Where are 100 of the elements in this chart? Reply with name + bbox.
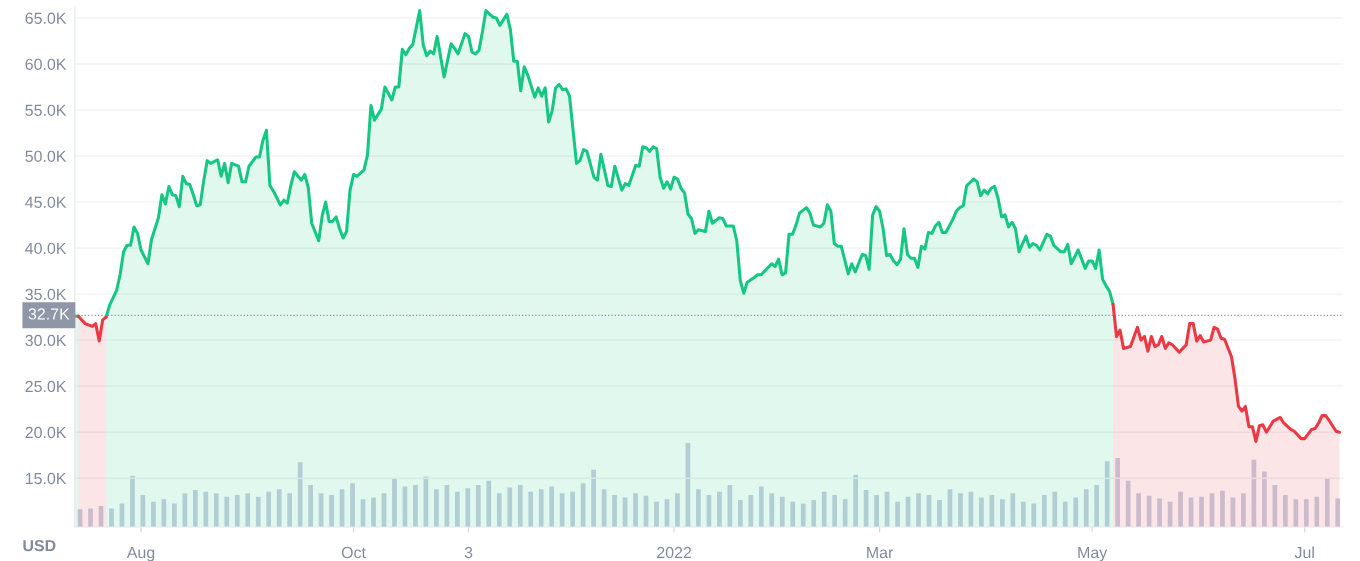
bar <box>287 493 293 527</box>
bar <box>874 495 879 527</box>
bar <box>1283 495 1288 527</box>
y-tick-label: 60.0K <box>25 58 67 70</box>
bar <box>192 489 198 527</box>
bar <box>612 495 617 527</box>
bar <box>1314 496 1320 527</box>
bar <box>182 493 188 527</box>
bar <box>1041 495 1047 527</box>
bar <box>559 493 565 527</box>
bar <box>1324 479 1330 527</box>
bar <box>570 491 576 527</box>
bar <box>1010 493 1016 527</box>
bar <box>811 500 817 527</box>
bar <box>224 496 230 527</box>
bar <box>276 489 282 527</box>
bar <box>821 491 827 527</box>
bar <box>717 491 722 527</box>
bar <box>234 495 240 527</box>
bar <box>1115 458 1121 527</box>
bar <box>517 484 523 527</box>
bar <box>308 484 313 527</box>
bar <box>696 489 701 527</box>
bar <box>1020 501 1026 527</box>
bar <box>329 495 334 527</box>
bar <box>151 501 156 527</box>
y-tick-label: 15.0K <box>25 472 67 485</box>
bar <box>1000 499 1005 527</box>
bar <box>549 486 555 527</box>
bar <box>916 493 921 527</box>
bar <box>245 493 251 527</box>
bar <box>675 493 680 527</box>
x-tick-label: Oct <box>341 546 366 559</box>
bar <box>842 499 848 527</box>
bar <box>1031 503 1037 527</box>
x-tick-label: May <box>1078 547 1108 561</box>
y-tick-label: 35.0K <box>25 288 67 301</box>
x-tick-label: 3 <box>464 546 473 559</box>
bar <box>465 488 471 527</box>
bar <box>88 508 93 527</box>
bar <box>130 475 135 527</box>
bar <box>654 501 659 527</box>
bar <box>1083 489 1089 527</box>
bar <box>769 493 775 527</box>
bar <box>853 474 858 527</box>
bar <box>979 497 984 527</box>
bar <box>371 497 376 527</box>
bar <box>1073 497 1079 527</box>
bar <box>937 500 942 527</box>
bar <box>737 500 743 527</box>
bar <box>1303 499 1309 527</box>
bar <box>528 491 534 527</box>
bar <box>1104 461 1110 527</box>
bar <box>1136 493 1141 527</box>
bar <box>109 508 114 527</box>
ref-line-label: 32.7K <box>28 308 70 320</box>
x-tick-label: Aug <box>126 547 155 561</box>
bar <box>1241 493 1246 527</box>
bar <box>350 483 355 527</box>
bar <box>213 493 219 527</box>
bar <box>1094 484 1100 527</box>
bar <box>538 489 544 527</box>
bar <box>475 484 481 527</box>
bar <box>255 496 261 527</box>
bar <box>413 484 418 527</box>
y-tick-label: 25.0K <box>25 380 67 393</box>
y-tick-label: 45.0K <box>25 196 67 209</box>
bar <box>266 491 272 527</box>
bar <box>958 493 963 527</box>
bar <box>1157 498 1162 527</box>
bar <box>591 469 596 527</box>
bar <box>1262 471 1267 527</box>
x-tick-label: 2022 <box>657 546 692 559</box>
bar <box>392 478 397 527</box>
bar <box>507 487 513 527</box>
y-tick-label: 30.0K <box>25 334 67 347</box>
y-tick-label: 65.0K <box>25 12 67 24</box>
x-tick-label: Jul <box>1294 546 1314 559</box>
bar <box>1062 501 1068 527</box>
bar <box>1293 499 1299 527</box>
bar <box>790 501 796 527</box>
bar <box>455 491 460 527</box>
y-tick-label: 40.0K <box>25 242 67 255</box>
bar <box>1178 491 1183 527</box>
bar <box>800 503 806 527</box>
bar <box>486 480 492 527</box>
bar <box>1052 491 1058 527</box>
x-tick-label: Mar <box>867 547 894 559</box>
y-tick-label: 55.0K <box>25 104 67 116</box>
bar <box>1220 490 1225 527</box>
y-axis-title: USD <box>23 539 56 552</box>
bar <box>748 495 754 527</box>
bar <box>1335 498 1341 527</box>
bar <box>758 486 764 527</box>
bar <box>496 493 502 527</box>
bar <box>779 496 785 527</box>
bar <box>1199 496 1204 527</box>
bar <box>895 501 900 527</box>
bar <box>434 489 439 527</box>
y-tick-label: 50.0K <box>25 150 67 162</box>
